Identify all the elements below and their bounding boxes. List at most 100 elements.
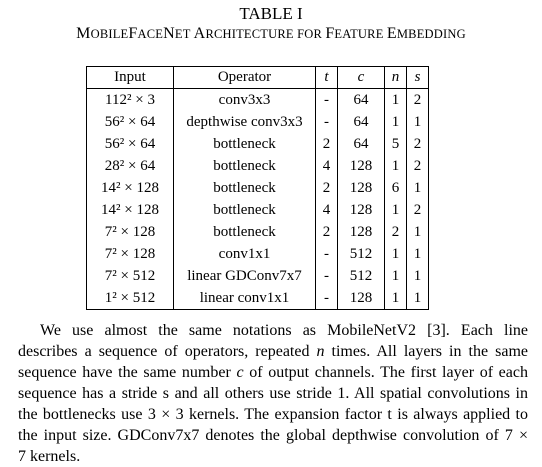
cell-c: 128 xyxy=(337,177,385,199)
cell-t: 2 xyxy=(315,133,338,155)
cell-n: 1 xyxy=(384,88,407,111)
text-run: We use almost the same notations as Mobi… xyxy=(40,322,528,339)
cell-n: 2 xyxy=(384,221,407,243)
caption-part: ET xyxy=(174,27,194,41)
cell-t: - xyxy=(315,243,338,265)
cell-t: - xyxy=(315,287,338,310)
cell-c: 64 xyxy=(337,133,385,155)
table-header-row: Input Operator t c n s xyxy=(86,66,429,89)
paragraph-line: describes a sequence of operators, repea… xyxy=(18,341,528,362)
body-paragraph: We use almost the same notations as Mobi… xyxy=(18,320,528,467)
cell-t: 4 xyxy=(315,155,338,177)
cell-operator: bottleneck xyxy=(173,155,316,177)
cell-n: 1 xyxy=(384,287,407,310)
cell-c: 128 xyxy=(337,199,385,221)
cell-input: 7² × 128 xyxy=(86,243,174,265)
table-row: 112² × 3 conv3x3-64 1 2 xyxy=(86,88,429,111)
cell-operator: bottleneck xyxy=(173,133,316,155)
table-row: 56² × 64 depthwise conv3x3-64 1 1 xyxy=(86,111,429,133)
cell-t: - xyxy=(315,88,338,111)
paragraph-line: 7 kernels. xyxy=(18,446,528,467)
cell-input: 28² × 64 xyxy=(86,155,174,177)
cell-s: 1 xyxy=(406,111,429,133)
table-body: 112² × 3 conv3x3-64 1 2 56² × 64 depthwise co… xyxy=(86,88,429,310)
paragraph-line: We use almost the same notations as Mobi… xyxy=(18,320,528,341)
cell-n: 6 xyxy=(384,177,407,199)
cell-s: 1 xyxy=(406,265,429,287)
cell-operator: linear conv1x1 xyxy=(173,287,316,310)
cell-operator: conv3x3 xyxy=(173,88,316,111)
cell-n: 1 xyxy=(384,111,407,133)
cell-s: 1 xyxy=(406,243,429,265)
text-run: sequence has a stride s and all others u… xyxy=(18,385,528,402)
cell-input: 1² × 512 xyxy=(86,287,174,310)
cell-operator: depthwise conv3x3 xyxy=(173,111,316,133)
paragraph-line: the bottlenecks use 3 × 3 kernels. The e… xyxy=(18,404,528,425)
cell-input: 112² × 3 xyxy=(86,88,174,111)
cell-input: 14² × 128 xyxy=(86,177,174,199)
caption-part: EATURE xyxy=(334,27,387,41)
cell-operator: bottleneck xyxy=(173,199,316,221)
caption-part: F xyxy=(128,25,138,42)
cell-s: 2 xyxy=(406,133,429,155)
cell-n: 1 xyxy=(384,155,407,177)
header-n: n xyxy=(384,66,407,89)
caption-part: N xyxy=(163,25,175,42)
cell-operator: bottleneck xyxy=(173,177,316,199)
paragraph-line: sequence has a stride s and all others u… xyxy=(18,383,528,404)
caption-part: OBILE xyxy=(90,27,129,41)
text-run: the input size. GDConv7x7 denotes the gl… xyxy=(18,427,528,444)
cell-t: - xyxy=(315,111,338,133)
cell-t: 2 xyxy=(315,221,338,243)
cell-input: 7² × 128 xyxy=(86,221,174,243)
text-run: 7 kernels. xyxy=(18,448,81,465)
cell-c: 64 xyxy=(337,88,385,111)
text-run: the bottlenecks use 3 × 3 kernels. The e… xyxy=(18,406,528,423)
cell-operator: conv1x1 xyxy=(173,243,316,265)
caption-part: M xyxy=(76,25,91,42)
cell-operator: linear GDConv7x7 xyxy=(173,265,316,287)
cell-s: 1 xyxy=(406,287,429,310)
cell-t: 2 xyxy=(315,177,338,199)
cell-input: 56² × 64 xyxy=(86,133,174,155)
cell-n: 1 xyxy=(384,199,407,221)
cell-input: 56² × 64 xyxy=(86,111,174,133)
text-run: describes a sequence of operators, repea… xyxy=(18,343,317,360)
cell-c: 512 xyxy=(337,265,385,287)
cell-s: 2 xyxy=(406,88,429,111)
cell-c: 64 xyxy=(337,111,385,133)
cell-s: 1 xyxy=(406,221,429,243)
header-t: t xyxy=(315,66,338,89)
cell-c: 128 xyxy=(337,155,385,177)
header-s: s xyxy=(406,66,429,89)
cell-s: 2 xyxy=(406,199,429,221)
header-input: Input xyxy=(86,66,174,89)
table-caption: MOBILEFACENET ARCHITECTURE FOR FEATURE E… xyxy=(0,24,542,44)
table-label: TABLE I xyxy=(239,4,303,23)
cell-s: 2 xyxy=(406,155,429,177)
table-row: 14² × 128 bottleneck 4 128 1 2 xyxy=(86,199,429,221)
cell-s: 1 xyxy=(406,177,429,199)
cell-n: 1 xyxy=(384,265,407,287)
text-run: of output channels. The first layer of e… xyxy=(243,364,528,381)
italic-symbol: n xyxy=(316,343,325,360)
caption-part: RCHITECTURE FOR xyxy=(205,27,326,41)
table-row: 7² × 512 linear GDConv7x7-512 1 1 xyxy=(86,265,429,287)
text-run: sequence have the same number xyxy=(18,364,237,381)
architecture-table: Input Operator t c n s 112² × 3 conv3x3-6… xyxy=(86,66,429,310)
italic-symbol: c xyxy=(236,364,244,381)
cell-t: 4 xyxy=(315,199,338,221)
cell-t: - xyxy=(315,265,338,287)
table-row: 56² × 64 bottleneck 2 64 5 2 xyxy=(86,133,429,155)
cell-c: 128 xyxy=(337,221,385,243)
header-operator: Operator xyxy=(173,66,316,89)
caption-part: A xyxy=(193,25,206,42)
cell-n: 5 xyxy=(384,133,407,155)
caption-part: ACE xyxy=(137,27,164,41)
table-row: 1² × 512 linear conv1x1-128 1 1 xyxy=(86,287,429,310)
table-row: 14² × 128 bottleneck 2 128 6 1 xyxy=(86,177,429,199)
cell-c: 512 xyxy=(337,243,385,265)
text-run: times. All layers in the same xyxy=(324,343,528,360)
cell-n: 1 xyxy=(384,243,407,265)
header-c: c xyxy=(337,66,385,89)
